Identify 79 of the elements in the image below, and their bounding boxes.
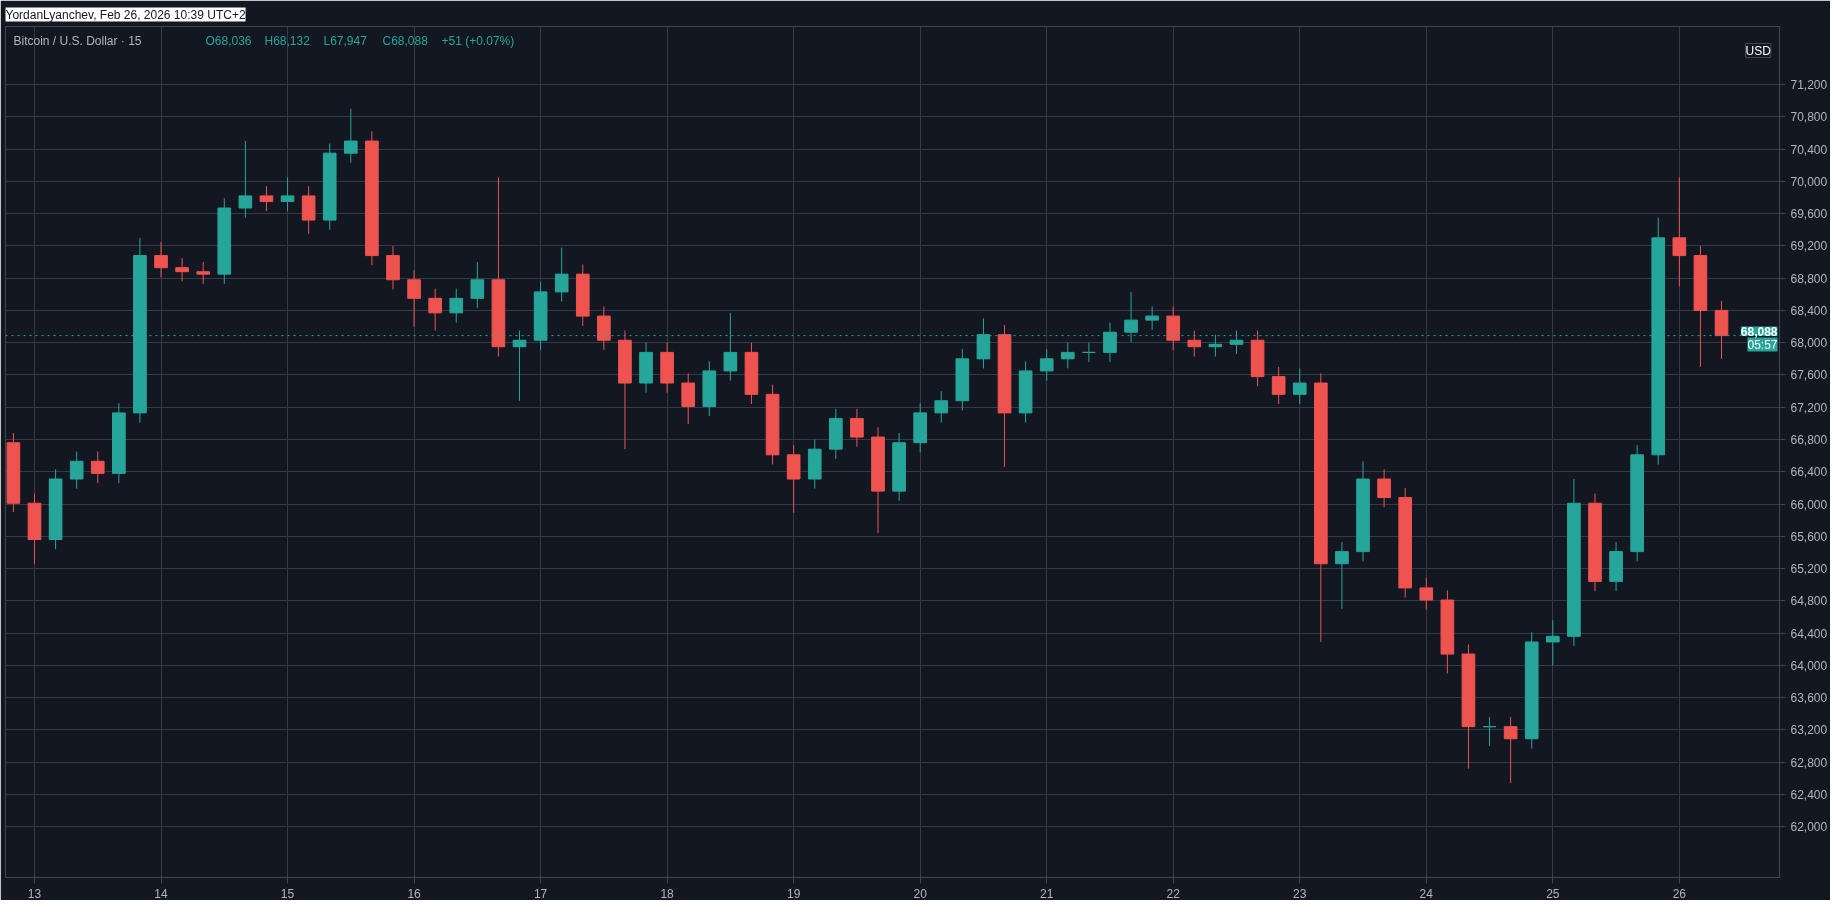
x-tick-label: 19: [786, 886, 801, 901]
candlestick: [1039, 348, 1054, 382]
y-tick-label: 70,800: [1790, 110, 1828, 125]
y-tick-label: 70,000: [1790, 174, 1828, 189]
candlestick: [196, 261, 211, 285]
candlestick: [1060, 342, 1075, 370]
y-tick-label: 69,600: [1790, 207, 1828, 222]
annotation: L67,947: [323, 33, 368, 48]
x-tick-label: 22: [1166, 886, 1181, 901]
x-tick-label: 17: [533, 886, 548, 901]
candlestick: [154, 241, 168, 278]
y-tick-label: 66,400: [1790, 465, 1828, 480]
y-tick-label: 68,400: [1790, 303, 1828, 318]
y-tick-label: 62,000: [1790, 820, 1828, 835]
y-tick-label: 63,600: [1790, 691, 1828, 706]
annotation: 05:57: [1747, 337, 1778, 352]
candlestick: [1503, 716, 1518, 784]
candlestick: [1545, 619, 1560, 666]
candlestick: [1482, 716, 1497, 747]
annotation: O68,036: [205, 33, 252, 48]
candlestick: [1187, 330, 1202, 357]
candlestick: [175, 257, 189, 282]
y-tick-label: 68,000: [1790, 336, 1828, 351]
x-tick-label: 13: [27, 886, 42, 901]
text: YordanLyanchev, Feb 26, 2026 10:39 UTC+2: [5, 7, 246, 22]
x-tick-label: 18: [660, 886, 675, 901]
y-tick-label: 64,000: [1790, 658, 1828, 673]
y-tick-label: 62,800: [1790, 755, 1828, 770]
x-tick-label: 16: [407, 886, 422, 901]
y-tick-label: 69,200: [1790, 239, 1828, 254]
annotation: USD: [1745, 43, 1772, 58]
candlestick: [1672, 176, 1687, 287]
y-tick-label: 67,200: [1790, 400, 1828, 415]
candlestick: [934, 390, 949, 424]
candlestick: [554, 247, 569, 303]
text: Bitcoin / U.S. Dollar · 15: [13, 33, 142, 48]
x-tick-label: 21: [1040, 886, 1054, 901]
candlestick: [1271, 366, 1286, 405]
x-tick-label: 20: [913, 886, 928, 901]
y-tick-label: 71,200: [1790, 78, 1828, 93]
candlestick: [259, 185, 274, 212]
candlestick: [343, 108, 358, 164]
candlestick: [90, 451, 105, 484]
y-tick-label: 64,400: [1790, 626, 1828, 641]
y-tick-label: 68,800: [1790, 271, 1828, 286]
y-tick-label: 70,400: [1790, 142, 1828, 157]
y-tick-label: 64,800: [1790, 594, 1828, 609]
candlestick: [238, 140, 253, 219]
y-tick-label: 65,200: [1790, 562, 1828, 577]
candlestick: [69, 451, 84, 490]
candlestick: [1145, 305, 1159, 331]
candlestick: [681, 372, 696, 425]
annotation: H68,132: [264, 33, 311, 48]
candlestick: [470, 261, 485, 309]
y-tick-label: 62,400: [1790, 787, 1828, 802]
y-tick-label: 66,800: [1790, 433, 1828, 447]
candlestick: [449, 288, 464, 324]
candlestick: [280, 176, 295, 212]
y-tick-label: 65,600: [1790, 529, 1828, 544]
candlestick: [850, 408, 864, 448]
x-tick-label: 14: [154, 886, 169, 901]
annotation: C68,088: [382, 33, 429, 48]
candlestick: [1082, 342, 1096, 363]
x-tick-label: 23: [1293, 886, 1307, 901]
candlestick: [1377, 468, 1391, 508]
candlestick: [407, 269, 421, 328]
candlestick: [1292, 368, 1307, 405]
candlestick: [428, 288, 442, 332]
y-tick-label: 66,000: [1790, 497, 1828, 512]
ref-line-label: 68,088: [1740, 324, 1778, 339]
candlestick: [1335, 541, 1349, 610]
x-tick-label: 26: [1672, 886, 1687, 901]
y-tick-label: 63,200: [1790, 723, 1828, 738]
x-tick-label: 15: [280, 886, 295, 901]
candlestick: [1419, 577, 1434, 611]
x-tick-label: 25: [1546, 886, 1560, 901]
annotation: +51 (+0.07%): [441, 33, 515, 48]
x-tick-label: 24: [1419, 886, 1434, 901]
y-tick-label: 67,600: [1790, 368, 1828, 383]
